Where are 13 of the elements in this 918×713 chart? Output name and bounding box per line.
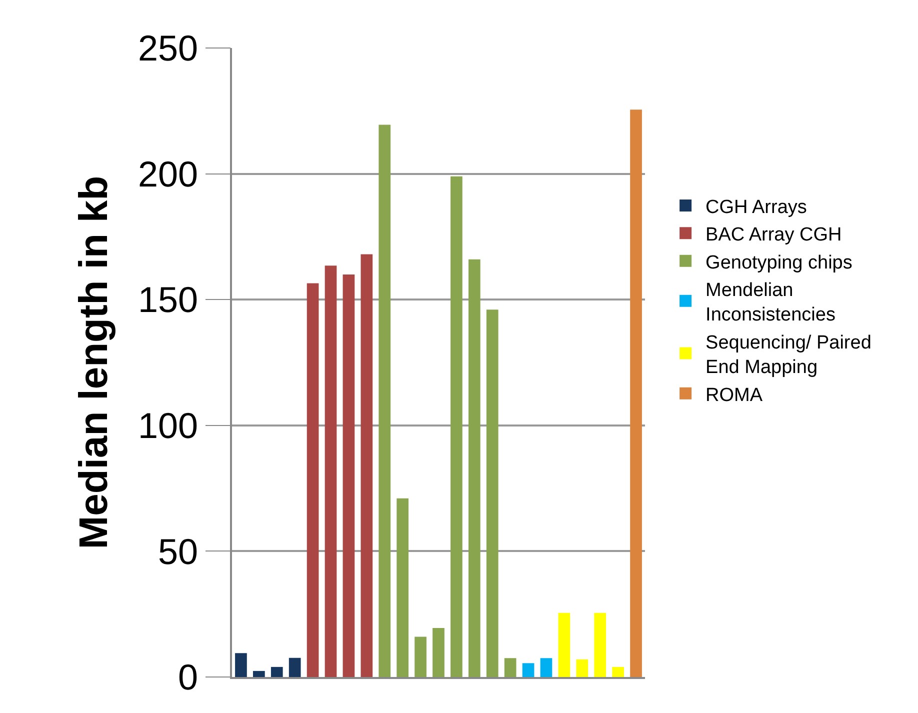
legend-label: CGH Arrays <box>706 196 807 218</box>
y-tick-label: 50 <box>158 530 198 572</box>
y-tick-label: 150 <box>138 279 198 320</box>
y-tick-label: 100 <box>138 405 198 446</box>
legend-label: Mendelian Inconsistencies <box>706 280 836 326</box>
legend-label: ROMA <box>706 384 763 406</box>
y-axis-title: Median length in kb <box>72 176 116 550</box>
legend-label: BAC Array CGH <box>706 224 842 246</box>
y-tick-label: 250 <box>138 28 198 69</box>
y-tick-label: 0 <box>178 656 198 698</box>
legend-label: Genotyping chips <box>706 252 852 274</box>
legend-label: Sequencing/ Paired End Mapping <box>706 332 872 378</box>
y-tick-label: 200 <box>138 153 198 194</box>
